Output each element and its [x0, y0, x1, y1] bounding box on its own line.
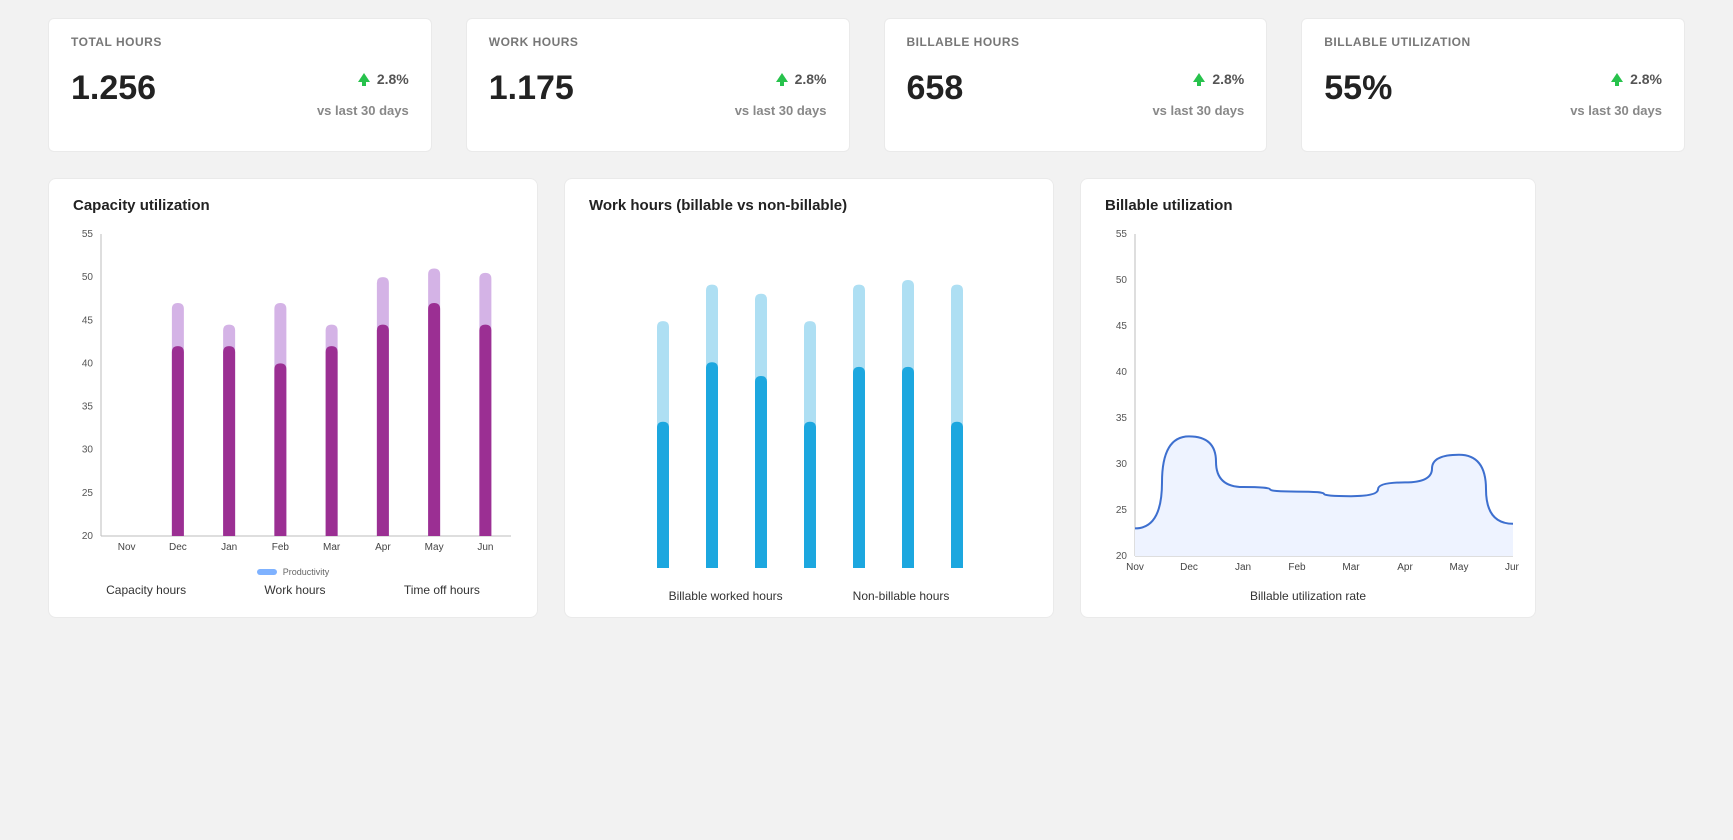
bottom-label: Capacity hours	[106, 583, 186, 597]
bottom-label: Billable worked hours	[669, 589, 783, 603]
kpi-label: BILLABLE UTILIZATION	[1324, 35, 1662, 49]
kpi-sub: vs last 30 days	[1570, 103, 1662, 118]
svg-text:20: 20	[82, 531, 94, 542]
arrow-up-icon	[775, 72, 789, 86]
chart-title: Work hours (billable vs non-billable)	[589, 197, 1035, 214]
kpi-delta-text: 2.8%	[1212, 71, 1244, 87]
billable-utilization-chart: 20 25 30 35 40 45 50 55 Nov Dec Jan Feb Mar Apr May Jun	[1099, 228, 1519, 578]
svg-text:45: 45	[82, 315, 94, 326]
arrow-up-icon	[1192, 72, 1206, 86]
svg-text:Mar: Mar	[323, 542, 341, 553]
svg-text:20: 20	[1116, 551, 1128, 562]
svg-text:45: 45	[1116, 321, 1128, 332]
kpi-card-billable-hours: BILLABLE HOURS 658 2.8% vs last 30 days	[884, 18, 1268, 152]
svg-text:Jun: Jun	[477, 542, 493, 553]
svg-text:Nov: Nov	[118, 542, 136, 553]
arrow-up-icon	[1610, 72, 1624, 86]
svg-text:Jun: Jun	[1505, 562, 1519, 573]
kpi-delta: 2.8%	[775, 71, 827, 87]
svg-text:Nov: Nov	[1126, 562, 1144, 573]
bottom-label: Billable utilization rate	[1250, 589, 1366, 603]
svg-text:Dec: Dec	[169, 542, 187, 553]
kpi-card-billable-utilization: BILLABLE UTILIZATION 55% 2.8% vs last 30…	[1301, 18, 1685, 152]
svg-text:May: May	[1450, 562, 1469, 573]
arrow-up-icon	[357, 72, 371, 86]
kpi-label: TOTAL HOURS	[71, 35, 409, 49]
chart-title: Capacity utilization	[73, 197, 519, 214]
kpi-label: BILLABLE HOURS	[907, 35, 1245, 49]
kpi-row: TOTAL HOURS 1.256 2.8% vs last 30 days W…	[48, 18, 1685, 152]
kpi-card-work-hours: WORK HOURS 1.175 2.8% vs last 30 days	[466, 18, 850, 152]
svg-text:30: 30	[82, 445, 94, 456]
svg-text:25: 25	[82, 488, 94, 499]
kpi-delta: 2.8%	[357, 71, 409, 87]
bottom-label: Non-billable hours	[853, 589, 950, 603]
svg-text:May: May	[425, 542, 444, 553]
svg-text:Apr: Apr	[1397, 562, 1413, 573]
kpi-card-total-hours: TOTAL HOURS 1.256 2.8% vs last 30 days	[48, 18, 432, 152]
svg-text:Jan: Jan	[1235, 562, 1251, 573]
svg-text:Feb: Feb	[272, 542, 290, 553]
svg-text:Feb: Feb	[1288, 562, 1306, 573]
svg-text:55: 55	[82, 229, 94, 240]
chart-title: Billable utilization	[1105, 197, 1517, 214]
chart-bottom-labels: Billable utilization rate	[1099, 589, 1517, 603]
svg-text:35: 35	[1116, 413, 1128, 424]
work-hours-card: Work hours (billable vs non-billable) Bi…	[564, 178, 1054, 618]
billable-utilization-card: Billable utilization 20 25 30 35 40 45 50 55 Nov…	[1080, 178, 1536, 618]
capacity-utilization-card: Capacity utilization 20 25 30 35 40 45 50 55 Nov…	[48, 178, 538, 618]
kpi-delta-text: 2.8%	[377, 71, 409, 87]
svg-text:Jan: Jan	[221, 542, 237, 553]
bottom-label: Time off hours	[404, 583, 480, 597]
svg-text:50: 50	[1116, 275, 1128, 286]
charts-row: Capacity utilization 20 25 30 35 40 45 50 55 Nov…	[48, 178, 1685, 618]
capacity-chart: 20 25 30 35 40 45 50 55 Nov Dec Jan Feb Mar Apr May Jun	[67, 228, 521, 558]
kpi-delta-text: 2.8%	[795, 71, 827, 87]
kpi-sub: vs last 30 days	[1152, 103, 1244, 118]
svg-text:Mar: Mar	[1342, 562, 1360, 573]
svg-text:30: 30	[1116, 459, 1128, 470]
chart-mini-legend: Productivity	[67, 567, 519, 577]
legend-swatch	[257, 569, 277, 575]
legend-label: Productivity	[283, 567, 330, 577]
kpi-sub: vs last 30 days	[317, 103, 409, 118]
svg-text:Apr: Apr	[375, 542, 391, 553]
kpi-delta: 2.8%	[1610, 71, 1662, 87]
work-hours-chart	[583, 228, 1037, 578]
kpi-sub: vs last 30 days	[735, 103, 827, 118]
kpi-delta: 2.8%	[1192, 71, 1244, 87]
svg-text:55: 55	[1116, 229, 1128, 240]
kpi-delta-text: 2.8%	[1630, 71, 1662, 87]
kpi-label: WORK HOURS	[489, 35, 827, 49]
svg-text:Dec: Dec	[1180, 562, 1198, 573]
svg-text:25: 25	[1116, 505, 1128, 516]
chart-bottom-labels: Capacity hours Work hours Time off hours	[67, 583, 519, 597]
bottom-label: Work hours	[264, 583, 325, 597]
svg-text:50: 50	[82, 272, 94, 283]
svg-text:40: 40	[82, 358, 94, 369]
svg-text:40: 40	[1116, 367, 1128, 378]
svg-text:35: 35	[82, 402, 94, 413]
chart-bottom-labels: Billable worked hours Non-billable hours	[583, 589, 1035, 603]
